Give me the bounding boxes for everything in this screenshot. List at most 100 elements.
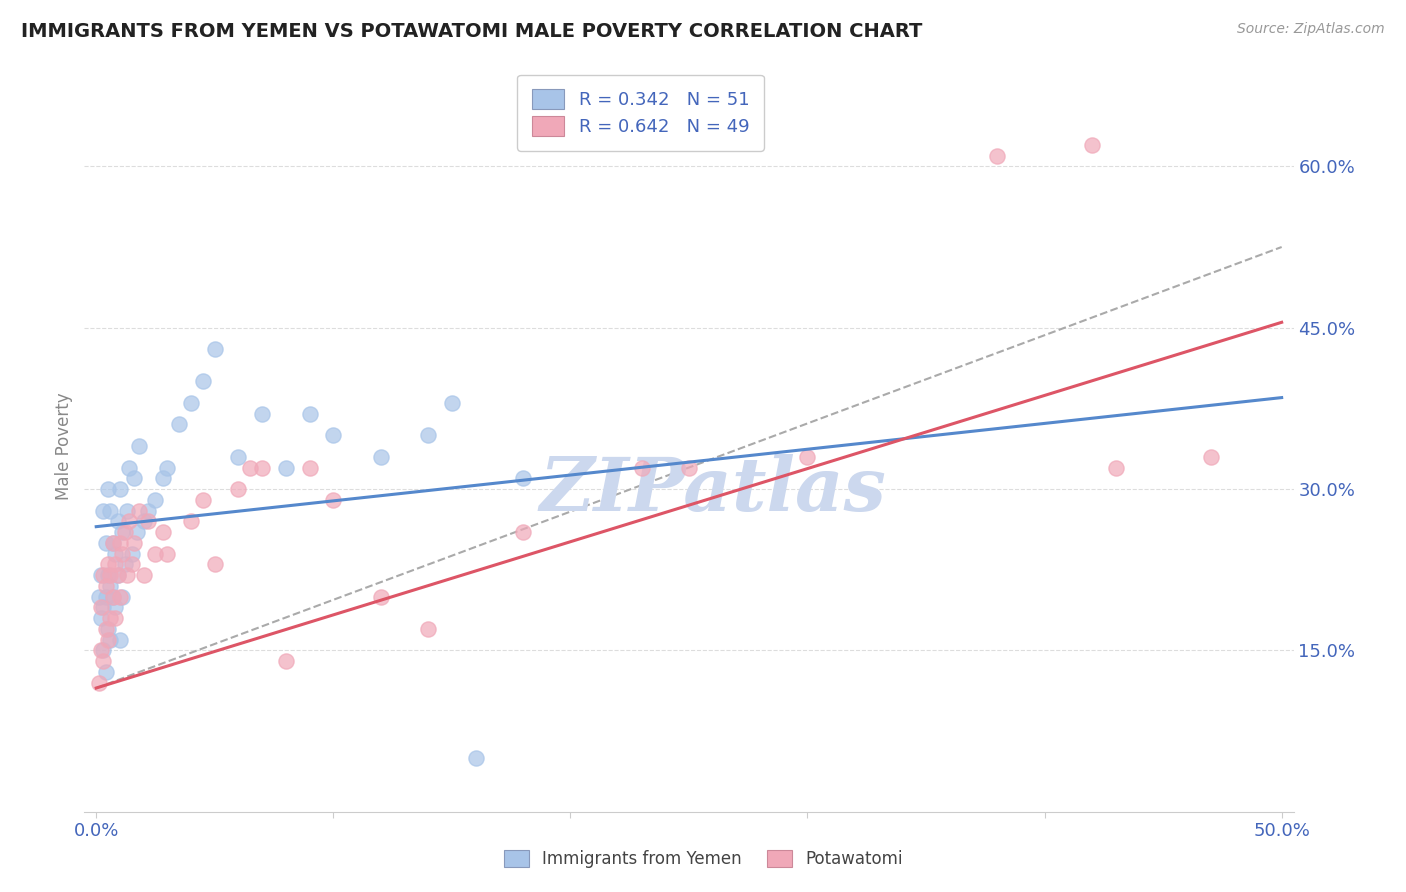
Point xyxy=(145,547,167,561)
Point xyxy=(115,568,138,582)
Point xyxy=(250,407,273,421)
Point xyxy=(118,514,141,528)
Point xyxy=(94,590,117,604)
Point xyxy=(111,547,134,561)
Point xyxy=(167,417,190,432)
Point xyxy=(418,622,440,636)
Point xyxy=(630,460,652,475)
Point xyxy=(104,600,127,615)
Point xyxy=(115,503,138,517)
Point xyxy=(138,503,160,517)
Point xyxy=(94,665,117,679)
Point xyxy=(111,590,134,604)
Point xyxy=(100,611,122,625)
Point xyxy=(91,643,114,657)
Point xyxy=(114,524,136,539)
Point xyxy=(91,503,114,517)
Point xyxy=(125,524,148,539)
Point xyxy=(440,396,463,410)
Point xyxy=(678,460,700,475)
Point xyxy=(298,407,321,421)
Point xyxy=(128,439,150,453)
Point xyxy=(100,568,122,582)
Point xyxy=(87,675,110,690)
Point xyxy=(91,654,114,668)
Point xyxy=(108,590,131,604)
Point xyxy=(100,632,122,647)
Text: IMMIGRANTS FROM YEMEN VS POTAWATOMI MALE POVERTY CORRELATION CHART: IMMIGRANTS FROM YEMEN VS POTAWATOMI MALE… xyxy=(21,22,922,41)
Point xyxy=(90,643,112,657)
Point xyxy=(107,568,129,582)
Point xyxy=(94,536,117,550)
Point xyxy=(104,547,127,561)
Point xyxy=(100,503,122,517)
Point xyxy=(132,514,155,528)
Point xyxy=(94,579,117,593)
Point xyxy=(90,600,112,615)
Point xyxy=(97,568,120,582)
Point xyxy=(152,471,174,485)
Point xyxy=(138,514,160,528)
Point xyxy=(464,751,486,765)
Point xyxy=(250,460,273,475)
Point xyxy=(322,492,344,507)
Point xyxy=(101,590,124,604)
Point xyxy=(121,547,143,561)
Point xyxy=(986,148,1008,162)
Point xyxy=(114,558,136,572)
Point xyxy=(512,524,534,539)
Point xyxy=(90,568,112,582)
Point xyxy=(91,568,114,582)
Point xyxy=(370,450,392,464)
Point xyxy=(87,590,110,604)
Point xyxy=(128,503,150,517)
Point xyxy=(101,590,124,604)
Point xyxy=(418,428,440,442)
Point xyxy=(97,558,120,572)
Point xyxy=(108,632,131,647)
Point xyxy=(104,611,127,625)
Point xyxy=(108,482,131,496)
Point xyxy=(111,524,134,539)
Point xyxy=(191,492,214,507)
Point xyxy=(322,428,344,442)
Point xyxy=(370,590,392,604)
Point xyxy=(1081,137,1104,152)
Point xyxy=(90,611,112,625)
Y-axis label: Male Poverty: Male Poverty xyxy=(55,392,73,500)
Point xyxy=(122,536,145,550)
Point xyxy=(274,654,297,668)
Point xyxy=(97,632,120,647)
Point xyxy=(104,558,127,572)
Point xyxy=(108,536,131,550)
Point xyxy=(796,450,818,464)
Point xyxy=(274,460,297,475)
Point xyxy=(100,579,122,593)
Legend: Immigrants from Yemen, Potawatomi: Immigrants from Yemen, Potawatomi xyxy=(496,843,910,875)
Point xyxy=(180,514,202,528)
Point xyxy=(298,460,321,475)
Legend: R = 0.342   N = 51, R = 0.642   N = 49: R = 0.342 N = 51, R = 0.642 N = 49 xyxy=(517,75,763,151)
Point xyxy=(156,547,179,561)
Point xyxy=(239,460,262,475)
Point xyxy=(118,460,141,475)
Text: Source: ZipAtlas.com: Source: ZipAtlas.com xyxy=(1237,22,1385,37)
Point xyxy=(122,471,145,485)
Point xyxy=(228,450,250,464)
Point xyxy=(91,600,114,615)
Point xyxy=(97,622,120,636)
Point xyxy=(107,514,129,528)
Text: ZIPatlas: ZIPatlas xyxy=(540,454,887,526)
Point xyxy=(1199,450,1222,464)
Point xyxy=(132,568,155,582)
Point xyxy=(145,492,167,507)
Point xyxy=(152,524,174,539)
Point xyxy=(121,558,143,572)
Point xyxy=(180,396,202,410)
Point xyxy=(107,568,129,582)
Point xyxy=(94,622,117,636)
Point xyxy=(512,471,534,485)
Point xyxy=(101,536,124,550)
Point xyxy=(204,558,226,572)
Point xyxy=(97,482,120,496)
